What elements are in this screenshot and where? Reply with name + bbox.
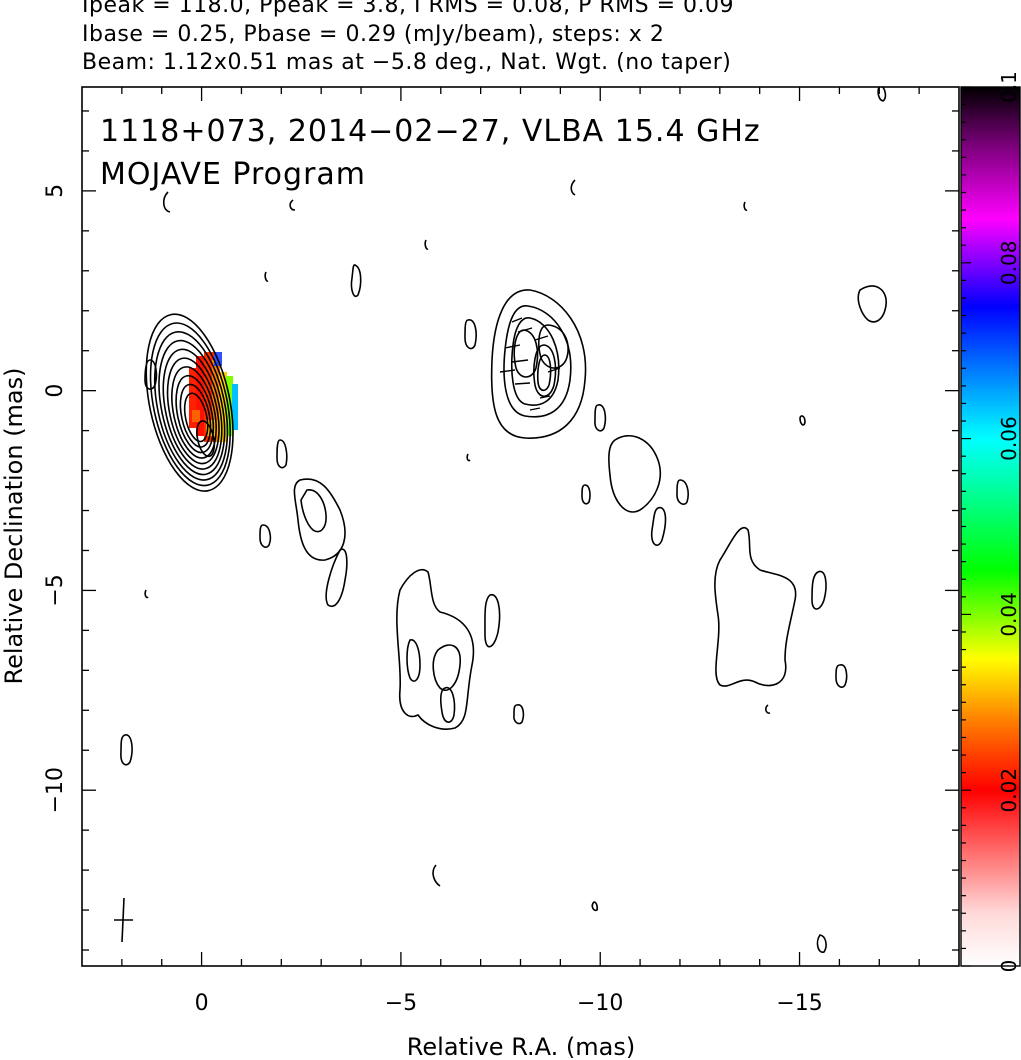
x-axis-title: Relative R.A. (mas) <box>407 1033 635 1060</box>
x-tick-label: −10 <box>577 991 623 1016</box>
header-line-beam: Beam: 1.12x0.51 mas at −5.8 deg., Nat. W… <box>82 50 732 75</box>
colorbar-tick-label: 0.08 <box>997 241 1021 286</box>
x-tick-label: 0 <box>195 991 209 1016</box>
plot-frame <box>81 86 960 967</box>
program-annotation: MOJAVE Program <box>100 157 366 192</box>
colorbar-tick-label: 0.02 <box>997 768 1021 813</box>
y-tick-label: 5 <box>43 184 68 198</box>
y-tick-label: −10 <box>43 767 68 813</box>
core-contour <box>162 348 223 470</box>
core-contour <box>166 357 220 465</box>
x-tick-label: −15 <box>776 991 822 1016</box>
core-contour <box>171 366 217 459</box>
y-tick-label: 0 <box>43 384 68 398</box>
core-contours <box>145 313 234 492</box>
source-annotation: 1118+073, 2014−02−27, VLBA 15.4 GHz <box>100 114 761 149</box>
y-tick-label: −5 <box>43 574 68 606</box>
y-axis-title: Relative Declination (mas) <box>0 367 28 684</box>
colorbar-tick-label: 0 <box>997 960 1021 973</box>
colorbar-tick-label: 0.1 <box>997 71 1021 103</box>
x-tick-labels: 0 −5 −10 −15 <box>195 991 823 1016</box>
colorbar-tick-label: 0.06 <box>997 416 1021 461</box>
colorbar-tick-label: 0.04 <box>997 592 1021 637</box>
header-line-ipeak: Ipeak = 118.0, Ppeak = 3.8, I RMS = 0.08… <box>82 0 734 18</box>
core-contour <box>153 330 229 481</box>
core-contour <box>183 392 209 443</box>
core-contour <box>196 420 216 458</box>
axis-ticks <box>82 87 959 966</box>
restoring-beam <box>114 897 133 943</box>
jet-contours <box>120 87 887 953</box>
colorbar <box>961 87 1020 966</box>
core-contour <box>179 383 212 448</box>
colorbar-ticks <box>961 86 971 967</box>
evpa-vectors <box>499 317 561 411</box>
colorbar-tick-labels: 0 0.02 0.04 0.06 0.08 0.1 <box>997 71 1021 972</box>
core-contour <box>149 322 231 487</box>
header-line-ibase: Ibase = 0.25, Pbase = 0.29 (mJy/beam), s… <box>82 22 665 47</box>
x-tick-label: −5 <box>385 991 417 1016</box>
y-tick-labels: 5 0 −5 −10 <box>43 184 68 814</box>
core-contour <box>158 339 226 476</box>
core-contour <box>145 313 234 492</box>
